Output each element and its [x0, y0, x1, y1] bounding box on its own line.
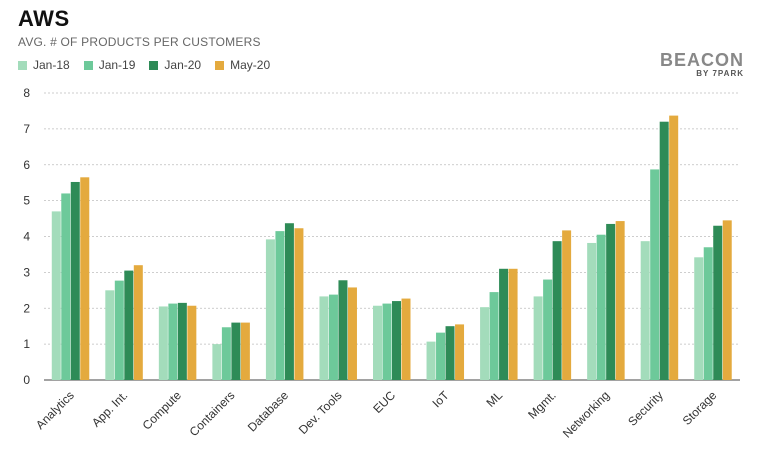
- logo-sub-text: BY 7PARK: [696, 69, 744, 78]
- x-tick-label: ML: [484, 388, 506, 410]
- y-tick-label: 0: [23, 373, 30, 387]
- bar: [347, 287, 357, 380]
- bar: [124, 270, 134, 380]
- bar: [587, 242, 597, 380]
- bar: [212, 344, 222, 380]
- x-tick-label: Mgmt.: [525, 388, 558, 421]
- bar: [240, 322, 250, 380]
- legend-swatch: [83, 60, 93, 70]
- bar: [114, 280, 124, 380]
- bar: [401, 298, 411, 380]
- bar: [436, 332, 446, 380]
- bar: [168, 303, 178, 380]
- bar: [61, 193, 71, 380]
- x-tick-label: Networking: [560, 388, 612, 440]
- legend-label: Jan-20: [164, 58, 202, 72]
- bar: [489, 292, 499, 380]
- bar: [508, 268, 518, 380]
- legend-swatch: [215, 60, 225, 70]
- legend-label: May-20: [230, 58, 271, 72]
- legend-item-jan-18: Jan-18: [18, 58, 70, 72]
- bar: [426, 341, 436, 380]
- y-tick-label: 2: [23, 301, 30, 315]
- chart-title: AWS: [18, 6, 70, 31]
- bar: [392, 301, 401, 380]
- logo-main-text: BEACON: [659, 50, 744, 70]
- x-tick-label: Dev. Tools: [296, 388, 345, 437]
- legend-swatch: [149, 60, 159, 70]
- bar: [70, 181, 80, 380]
- bar: [455, 324, 465, 380]
- bar: [177, 302, 187, 380]
- bar: [373, 305, 382, 380]
- bar: [382, 303, 392, 380]
- legend-item-jan-20: Jan-20: [149, 58, 201, 72]
- bar: [703, 247, 713, 380]
- bar: [445, 326, 455, 380]
- bar: [713, 225, 723, 380]
- bar: [105, 290, 115, 380]
- bar: [319, 296, 329, 380]
- bar: [669, 115, 679, 380]
- legend-swatch: [18, 60, 27, 70]
- bar: [265, 239, 275, 380]
- bar: [659, 121, 669, 380]
- bar: [694, 257, 704, 380]
- y-tick-label: 7: [23, 122, 30, 136]
- bar: [80, 177, 90, 380]
- bar: [294, 228, 304, 380]
- x-tick-label: Compute: [140, 388, 185, 433]
- x-tick-label: App. Int.: [89, 388, 131, 430]
- y-tick-label: 3: [23, 265, 30, 279]
- y-tick-label: 1: [23, 337, 30, 351]
- bar: [640, 241, 650, 380]
- bar: [328, 294, 338, 380]
- bar: [499, 268, 509, 380]
- bar: [615, 221, 625, 380]
- y-tick-label: 4: [23, 230, 30, 244]
- bar: [133, 265, 143, 380]
- bar: [338, 280, 348, 380]
- bar: [722, 220, 732, 380]
- bar: [543, 279, 553, 380]
- x-tick-label: Database: [245, 388, 291, 434]
- bar: [51, 211, 61, 380]
- legend-label: Jan-19: [98, 58, 136, 72]
- y-tick-label: 5: [23, 194, 30, 208]
- chart-subtitle: AVG. # OF PRODUCTS PER CUSTOMERS: [18, 35, 261, 49]
- y-tick-label: 6: [23, 158, 30, 172]
- x-tick-label: Storage: [680, 388, 720, 428]
- bar: [650, 169, 660, 380]
- bar: [562, 230, 572, 380]
- bar: [284, 223, 294, 380]
- x-tick-label: Security: [625, 388, 666, 429]
- legend-label: Jan-18: [33, 58, 70, 72]
- x-tick-label: IoT: [429, 388, 452, 411]
- bar: [187, 305, 197, 380]
- bar: [231, 322, 241, 380]
- bar: [533, 296, 543, 380]
- legend-item-jan-19: Jan-19: [83, 58, 136, 72]
- bar: [596, 234, 606, 380]
- bar: [552, 241, 562, 380]
- beacon-logo: BEACON BY 7PARK: [660, 50, 744, 78]
- x-tick-label: Analytics: [33, 388, 77, 432]
- bar: [606, 223, 616, 380]
- bar: [221, 327, 231, 380]
- y-tick-label: 8: [23, 86, 30, 100]
- x-tick-label: Containers: [187, 388, 238, 439]
- bar: [275, 231, 285, 380]
- legend: Jan-18 Jan-19 Jan-20 May-20: [18, 58, 270, 72]
- bar: [480, 307, 490, 380]
- x-tick-label: EUC: [370, 388, 398, 416]
- legend-item-may-20: May-20: [215, 58, 270, 72]
- bar: [158, 306, 168, 380]
